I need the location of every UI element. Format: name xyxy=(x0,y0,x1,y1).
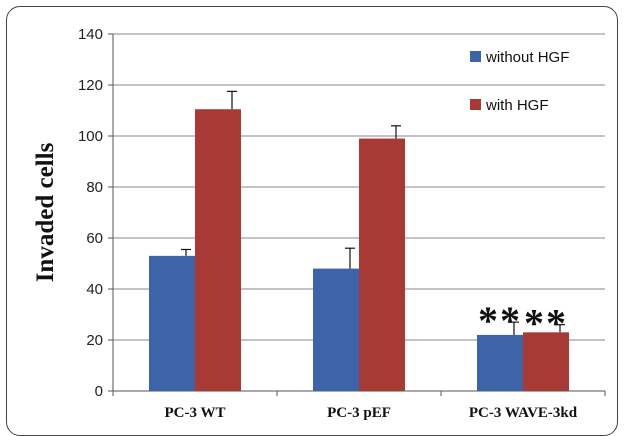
y-tick-label: 60 xyxy=(86,230,103,247)
x-category-label: PC-3 pEF xyxy=(327,405,391,421)
x-category-label: PC-3 WAVE-3kd xyxy=(469,405,578,421)
legend-swatch xyxy=(470,51,481,62)
y-tick-label: 120 xyxy=(78,77,103,94)
legend-label: without HGF xyxy=(485,49,569,66)
y-tick-label: 0 xyxy=(95,383,103,400)
significance-marker: ** xyxy=(478,298,522,343)
bar-without-hgf xyxy=(313,268,359,391)
bar-without-hgf xyxy=(477,334,523,391)
y-tick-label: 80 xyxy=(86,179,103,196)
significance-marker: ** xyxy=(524,301,568,346)
bar-without-hgf xyxy=(149,255,195,391)
y-tick-label: 40 xyxy=(86,281,103,298)
legend-label: with HGF xyxy=(485,97,549,114)
y-axis-label: Invaded cells xyxy=(32,142,59,282)
x-category-label: PC-3 WT xyxy=(165,405,226,421)
y-tick-label: 140 xyxy=(78,26,103,43)
y-tick-label: 100 xyxy=(78,128,103,145)
bar-with-hgf xyxy=(359,138,405,391)
bar-with-hgf xyxy=(523,332,569,391)
bar-with-hgf xyxy=(195,109,241,391)
y-tick-label: 20 xyxy=(86,332,103,349)
bar-chart: 0 20 40 60 80 100 120 140 Invaded cells PC-3 WT PC… xyxy=(32,26,606,421)
legend-swatch xyxy=(470,99,481,110)
